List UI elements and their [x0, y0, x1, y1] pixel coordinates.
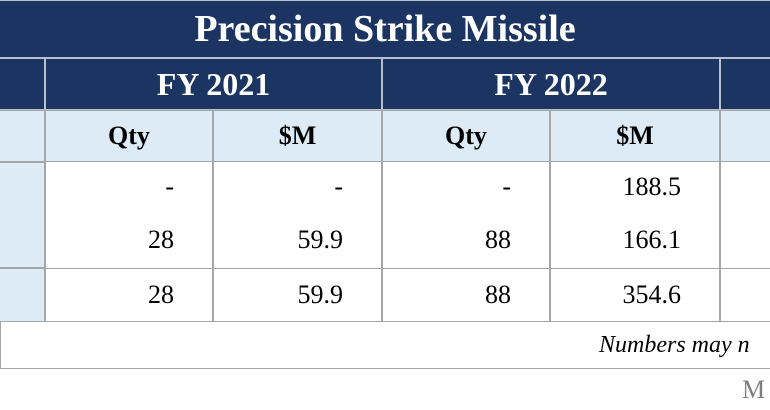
- data-cell-text: -: [334, 172, 343, 201]
- data-cell: 166.1: [550, 212, 720, 268]
- subheader: Qty: [45, 110, 213, 162]
- data-cell-text: 28: [148, 225, 174, 254]
- header-cell: [0, 58, 45, 110]
- footer-text: M: [742, 375, 766, 404]
- data-cell-text: -: [165, 172, 174, 201]
- data-cell: -: [213, 162, 382, 212]
- subheader: $M: [213, 110, 382, 162]
- footer: M: [742, 372, 765, 408]
- data-cell: -: [382, 162, 550, 212]
- subheader-text: Qty: [445, 121, 487, 150]
- title-bar: Precision Strike Missile: [0, 0, 770, 58]
- year-header: FY 2022: [382, 58, 720, 110]
- subheader-text: $M: [616, 121, 654, 150]
- data-cell-text: 166.1: [622, 225, 682, 254]
- rule: [0, 368, 770, 369]
- data-cell: 188.5: [550, 162, 720, 212]
- data-cell: 59.9: [213, 212, 382, 268]
- year-header: FY 2021: [45, 58, 382, 110]
- subheader-text: $M: [278, 121, 317, 150]
- note-row: Numbers may n: [0, 322, 770, 368]
- total-cell: 354.6: [550, 268, 720, 322]
- subheader: $M: [550, 110, 720, 162]
- data-cell: 28: [45, 212, 213, 268]
- subheader: [720, 110, 770, 162]
- title: Precision Strike Missile: [194, 8, 576, 50]
- total-cell: 59.9: [213, 268, 382, 322]
- data-cell: [720, 212, 770, 268]
- total-cell-text: 28: [148, 280, 174, 309]
- header-cell: [720, 58, 770, 110]
- year: FY 2022: [494, 65, 608, 102]
- total-cell-text: 354.6: [622, 280, 682, 309]
- data-cell: [720, 162, 770, 212]
- total-cell: 88: [382, 268, 550, 322]
- side-cell: [0, 268, 45, 322]
- total-cell: [720, 268, 770, 322]
- data-cell-text: 188.5: [622, 172, 682, 201]
- side-cell: [0, 162, 45, 268]
- data-cell-text: -: [502, 172, 511, 201]
- subheader-text: Qty: [108, 121, 150, 150]
- note: Numbers may n: [599, 331, 750, 358]
- subheader: Qty: [382, 110, 550, 162]
- total-cell: 28: [45, 268, 213, 322]
- year: FY 2021: [156, 65, 271, 102]
- data-cell-text: 88: [485, 225, 511, 254]
- data-cell: 88: [382, 212, 550, 268]
- data-cell: -: [45, 162, 213, 212]
- side-cell: [0, 110, 45, 162]
- total-cell-text: 88: [485, 280, 511, 309]
- data-cell-text: 59.9: [297, 225, 344, 254]
- total-cell-text: 59.9: [297, 280, 344, 309]
